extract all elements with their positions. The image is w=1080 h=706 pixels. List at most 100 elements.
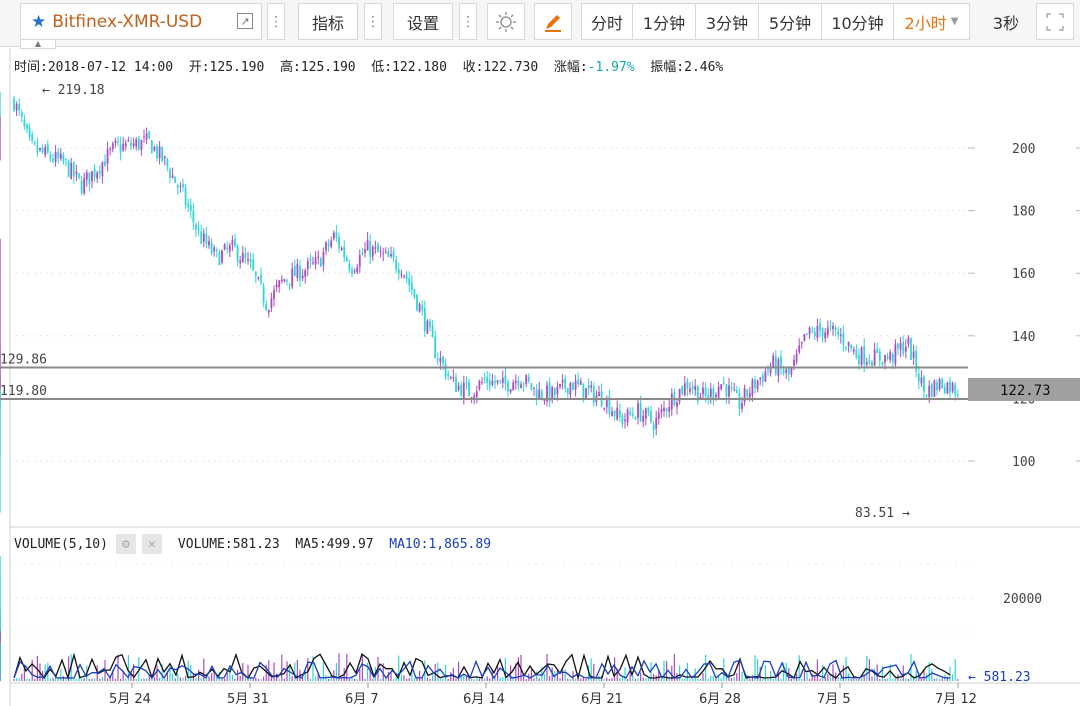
- candle-body: [488, 379, 491, 386]
- candle-body: [39, 147, 41, 151]
- candle-body: [946, 383, 949, 394]
- candle-body: [748, 393, 751, 398]
- candle-body: [754, 379, 756, 389]
- close-icon[interactable]: ✕: [141, 534, 162, 554]
- fullscreen-button[interactable]: [1036, 3, 1074, 40]
- candle-body: [509, 389, 512, 392]
- x-axis: 5月 24 5月 31 6月 7 6月 14 6月 21 6月 28 7月 5 7月 12: [109, 683, 977, 706]
- candle-body: [384, 251, 387, 253]
- candle-body: [473, 395, 476, 400]
- candle-body: [520, 384, 522, 389]
- candle-body: [423, 307, 426, 331]
- candle-body: [431, 325, 434, 338]
- y-tick-label: 100: [1012, 455, 1035, 470]
- indicator-button[interactable]: 指标: [298, 3, 358, 40]
- candle-body: [358, 255, 361, 267]
- candle-body: [795, 353, 798, 362]
- candle-body: [733, 389, 736, 391]
- candle-body: [559, 383, 561, 387]
- candle-body: [847, 341, 850, 346]
- candle-body: [26, 124, 28, 130]
- refresh-interval[interactable]: 3秒: [982, 3, 1030, 40]
- x-tick-label: 6月 28: [699, 692, 741, 706]
- settings-more-icon[interactable]: ⋮: [459, 3, 477, 40]
- y-tick-label: 180: [1012, 205, 1035, 220]
- settings-button[interactable]: 设置: [393, 3, 453, 40]
- candle-body: [587, 385, 590, 390]
- candle-body: [327, 243, 330, 246]
- period-label: 分时: [590, 13, 623, 33]
- candle-body: [886, 356, 889, 359]
- candle-body: [174, 176, 177, 183]
- candle-body: [299, 265, 301, 281]
- candle-body: [904, 346, 907, 352]
- theme-button[interactable]: [487, 3, 525, 40]
- candle-body: [530, 383, 533, 390]
- candle-body: [598, 392, 600, 397]
- star-icon[interactable]: ★: [31, 11, 47, 32]
- candle-body: [639, 402, 642, 422]
- period-fenshi[interactable]: 分时: [581, 3, 633, 40]
- candle-body: [78, 173, 80, 178]
- candle-body: [156, 145, 158, 158]
- period-label: 5分钟: [768, 13, 812, 33]
- period-2h[interactable]: 2小时 ▼: [893, 3, 970, 40]
- candle-body: [582, 383, 585, 398]
- candle-body: [868, 360, 871, 363]
- candle-body: [390, 254, 392, 257]
- candle-body: [811, 330, 814, 332]
- candle-body: [655, 417, 658, 429]
- candle-body: [907, 337, 910, 345]
- candle-body: [800, 341, 803, 344]
- period-3min[interactable]: 3分钟: [695, 3, 759, 40]
- candle-body: [408, 278, 411, 285]
- candle-body: [579, 380, 582, 385]
- candle-body: [527, 376, 530, 382]
- candle-body: [444, 364, 447, 377]
- draw-button[interactable]: [534, 3, 572, 40]
- horizontal-line-label: 129.86: [0, 353, 47, 368]
- period-label: 3分钟: [705, 13, 749, 33]
- symbol-selector[interactable]: ★ Bitfinex-XMR-USD ↗: [20, 3, 262, 40]
- candle-body: [624, 419, 626, 422]
- candle-body: [891, 354, 894, 362]
- candle-body: [694, 385, 697, 391]
- period-10min[interactable]: 10分钟: [821, 3, 894, 40]
- amplitude-label: 振幅:: [650, 60, 685, 75]
- gear-icon[interactable]: ⚙: [115, 534, 136, 554]
- close-value: 122.730: [483, 60, 539, 75]
- candle-body: [426, 320, 429, 334]
- candle-body: [369, 241, 372, 257]
- indicator-more-icon[interactable]: ⋮: [364, 3, 382, 40]
- period-5min[interactable]: 5分钟: [758, 3, 822, 40]
- candle-body: [270, 298, 273, 309]
- candle-body: [182, 183, 184, 188]
- symbol-more-icon[interactable]: ⋮: [267, 3, 285, 40]
- candle-body: [642, 415, 645, 423]
- candle-body: [912, 351, 915, 358]
- candle-body: [447, 373, 450, 376]
- candle-body: [806, 333, 808, 335]
- collapse-tab[interactable]: ▲: [20, 40, 56, 49]
- candle-body: [897, 343, 899, 349]
- candle-body: [31, 133, 34, 141]
- candle-body: [917, 373, 920, 382]
- candle-body: [104, 161, 106, 167]
- volume-current-label: ← 581.23: [968, 670, 1031, 685]
- candle-body: [486, 376, 489, 383]
- candle-body: [813, 331, 816, 336]
- amplitude-value: 2.46%: [684, 60, 724, 75]
- candle-body: [304, 270, 307, 277]
- candle-body: [130, 142, 132, 147]
- candle-body: [613, 410, 616, 417]
- candle-body: [902, 341, 905, 354]
- time-value: 2018-07-12 14:00: [47, 60, 174, 75]
- candle-body: [317, 256, 320, 259]
- external-link-icon[interactable]: ↗: [237, 13, 253, 29]
- candle-body: [345, 258, 348, 261]
- candle-body: [785, 369, 788, 373]
- candle-body: [319, 258, 322, 267]
- candle-body: [205, 233, 208, 245]
- time-label: 时间:: [14, 60, 48, 75]
